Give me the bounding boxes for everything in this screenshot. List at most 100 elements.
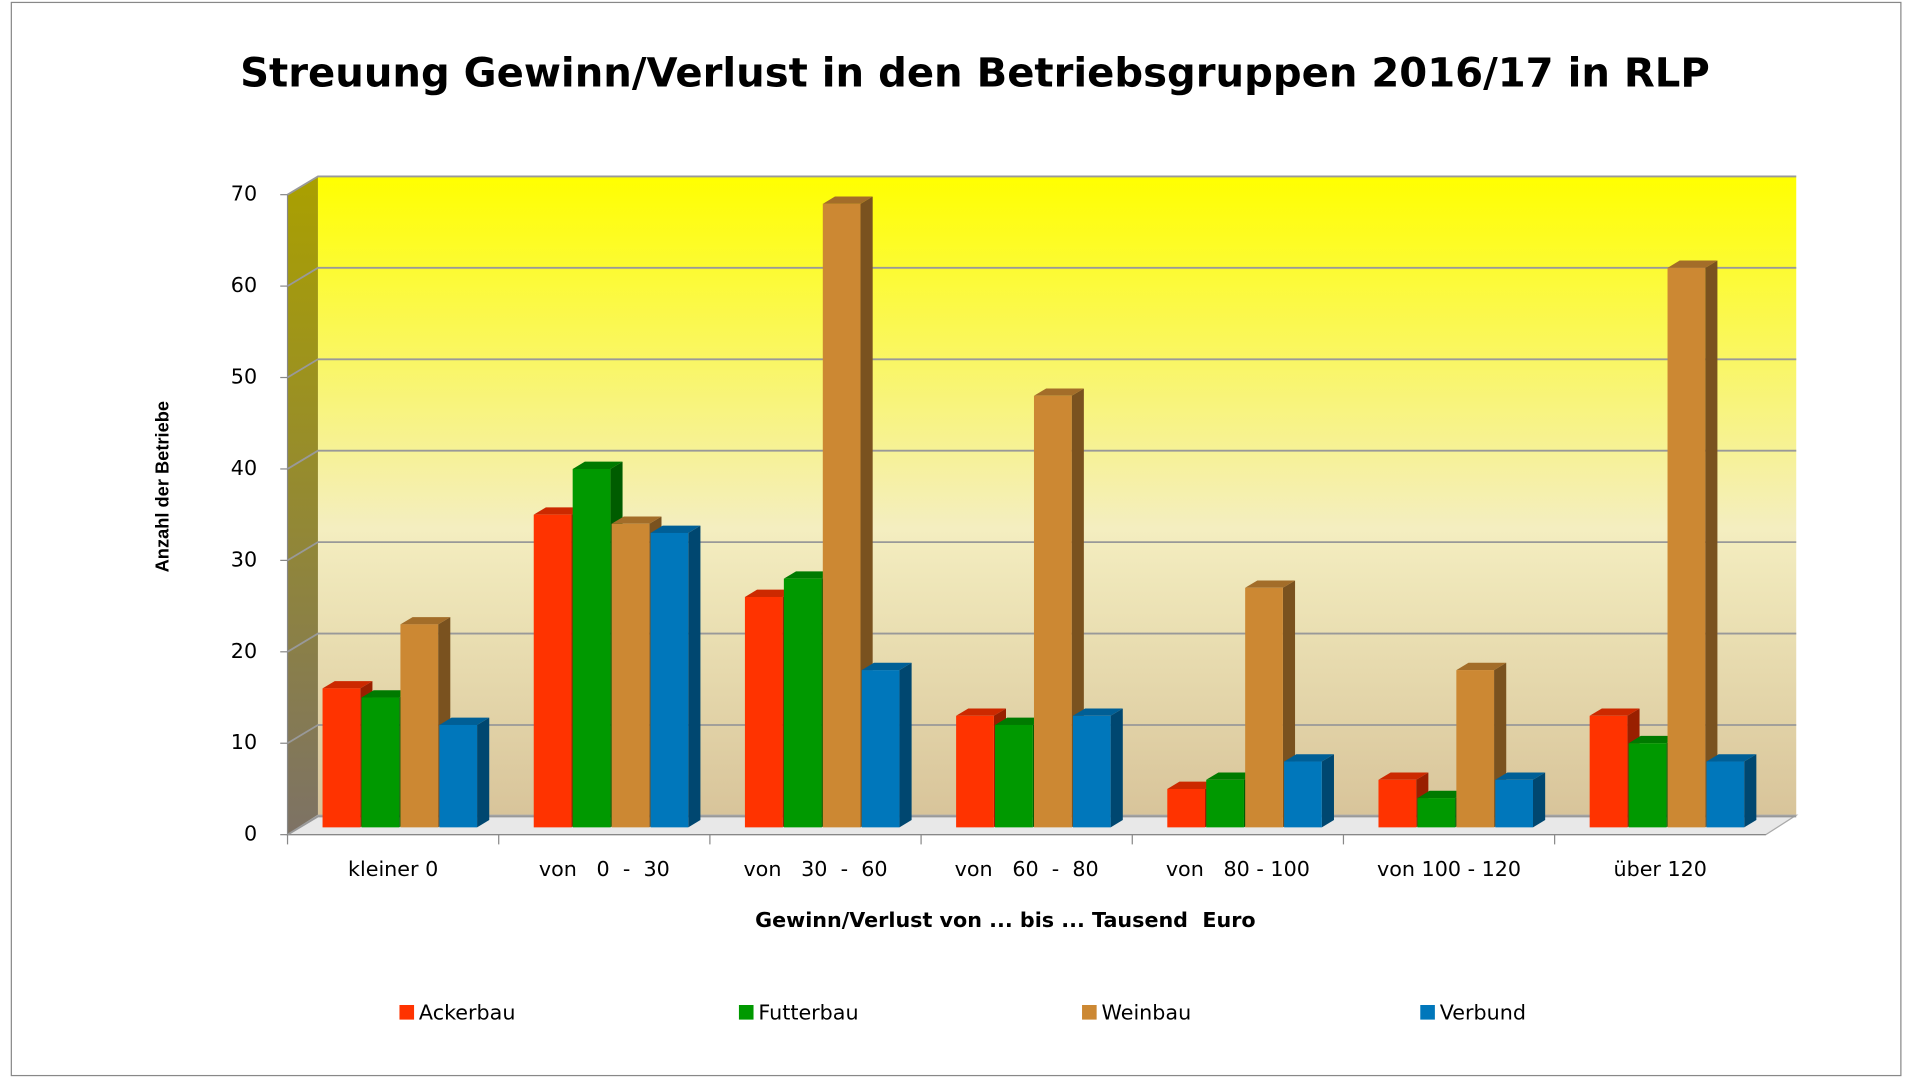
bar-top: [1456, 662, 1507, 671]
y-axis-label: Anzahl der Betriebe: [151, 401, 172, 572]
y-tick-label: 50: [231, 365, 257, 389]
bar-top: [956, 708, 1006, 716]
bar: [1456, 670, 1495, 828]
bar-side: [1321, 754, 1334, 828]
bar-side: [1110, 708, 1123, 828]
grid-line: [287, 358, 1797, 379]
bar: [322, 688, 361, 828]
bar-side: [477, 717, 490, 828]
bar-side: [1533, 772, 1546, 828]
grid-line: [287, 449, 1797, 470]
legend-swatch: [1082, 1004, 1097, 1020]
bar-top: [533, 507, 584, 515]
bar-top: [1378, 772, 1429, 780]
grid-line: [287, 541, 1797, 562]
bar: [1284, 761, 1322, 828]
legend-swatch: [738, 1004, 754, 1020]
bar-top: [1495, 772, 1546, 780]
bar: [361, 697, 400, 828]
bar-top: [1245, 580, 1296, 588]
bar-top: [572, 461, 623, 469]
y-tick-label: 30: [231, 547, 257, 571]
bar: [822, 203, 861, 828]
bar: [1589, 715, 1628, 828]
bar: [572, 468, 611, 828]
side-wall: [287, 176, 318, 835]
legend-label: Weinbau: [1102, 1001, 1192, 1025]
bar-top: [439, 717, 490, 725]
bar-top: [1589, 708, 1640, 716]
bar: [1033, 395, 1072, 828]
y-tick-label: 70: [231, 182, 257, 206]
legend-swatch: [399, 1004, 415, 1020]
bar: [400, 624, 439, 828]
x-tick-label: von 0 - 30: [539, 857, 670, 881]
bar: [1495, 779, 1533, 828]
y-tick-label: 10: [231, 730, 257, 754]
y-tick-label: 40: [231, 456, 257, 480]
bar: [1706, 761, 1745, 828]
bar-top: [611, 516, 662, 524]
bar-top: [995, 717, 1045, 725]
grid-line: [287, 175, 1797, 196]
bar-top: [1072, 708, 1123, 716]
bar-top: [822, 196, 873, 204]
x-tick-label: von 80 - 100: [1166, 857, 1310, 881]
bar: [995, 724, 1033, 828]
bar-top: [650, 525, 701, 533]
y-tick-label: 20: [231, 639, 257, 663]
bar-side: [688, 525, 701, 828]
legend-swatch: [1420, 1004, 1435, 1020]
bar: [861, 670, 900, 828]
bar: [1628, 743, 1667, 828]
bar: [1245, 587, 1283, 828]
bar: [1206, 779, 1244, 828]
bar-top: [1628, 735, 1679, 744]
bar-side: [899, 662, 912, 828]
legend-label: Futterbau: [758, 1001, 858, 1025]
bar: [744, 596, 783, 828]
grid-line: [287, 266, 1797, 287]
bar-top: [744, 589, 795, 597]
x-axis-label: Gewinn/Verlust von ... bis ... Tausend E…: [755, 908, 1255, 932]
bar: [1378, 779, 1417, 828]
x-tick-label: von 60 - 80: [955, 857, 1099, 881]
x-tick-label: kleiner 0: [348, 857, 438, 881]
bar-top: [861, 662, 912, 671]
x-tick-label: von 30 - 60: [743, 857, 887, 881]
bar-top: [1667, 260, 1718, 268]
bar-top: [783, 571, 834, 579]
bar: [1167, 788, 1206, 828]
bar: [611, 523, 650, 828]
y-tick-label: 0: [244, 822, 257, 846]
bar-top: [400, 617, 451, 625]
bar: [439, 724, 478, 828]
legend-label: Ackerbau: [419, 1001, 516, 1025]
bar: [783, 578, 822, 828]
bar: [650, 532, 689, 828]
bar-top: [361, 690, 412, 698]
bar-side: [1744, 754, 1757, 828]
bar-top: [1206, 772, 1257, 780]
bar-side: [1705, 260, 1718, 828]
bar: [1072, 715, 1111, 828]
y-tick-label: 60: [231, 273, 257, 297]
grid-line: [287, 632, 1797, 653]
bar-top: [1706, 754, 1757, 762]
bar-top: [1167, 781, 1218, 789]
bar: [956, 715, 994, 828]
bar: [1667, 267, 1706, 828]
bar-top: [1417, 790, 1468, 799]
bar-top: [322, 681, 373, 689]
bar-top: [1284, 754, 1334, 762]
x-tick-label: von 100 - 120: [1377, 857, 1521, 881]
bar-top: [1033, 388, 1084, 396]
x-tick-label: über 120: [1613, 857, 1706, 881]
chart-title: Streuung Gewinn/Verlust in den Betriebsg…: [240, 50, 1710, 96]
legend-label: Verbund: [1440, 1001, 1526, 1025]
grid-line: [287, 724, 1797, 745]
bar: [1417, 798, 1456, 828]
plot: 0 10 20 30 40 50 60 70 kleiner 0 von 0 - 30 von 30…: [231, 175, 1797, 1025]
